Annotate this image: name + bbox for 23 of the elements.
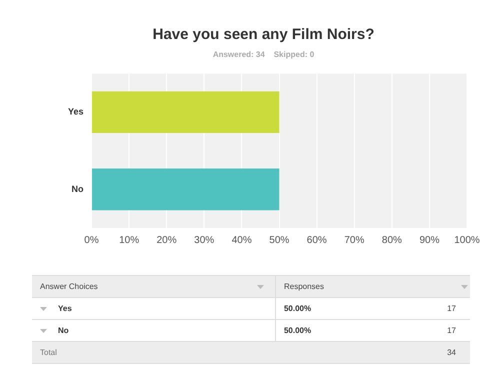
x-tick-label: 50% [269, 234, 290, 246]
text: Answer Choices [40, 282, 98, 291]
chart-title: Have you seen any Film Noirs? [152, 26, 374, 44]
text: Responses [284, 282, 324, 291]
text: Total [40, 348, 57, 357]
x-tick-label: 70% [344, 234, 364, 246]
category-label: Yes [58, 304, 72, 313]
text: 17 [447, 326, 456, 335]
x-tick-label: 90% [419, 234, 440, 246]
x-tick-label: 30% [194, 234, 214, 246]
x-tick-label: 100% [454, 234, 480, 246]
x-tick-label: 10% [119, 234, 140, 246]
chart-subtitle: Answered: 34 Skipped: 0 [212, 50, 315, 60]
x-tick-label: 40% [232, 234, 252, 246]
x-tick-label: 0% [84, 234, 99, 246]
text: 50.00% [284, 304, 312, 313]
x-tick-label: 80% [382, 234, 402, 246]
text: 50.00% [284, 326, 312, 335]
text: 17 [447, 304, 456, 313]
category-label: No [58, 326, 69, 335]
text: 34 [447, 348, 456, 357]
x-tick-label: 20% [156, 234, 177, 246]
x-tick-label: 60% [306, 234, 327, 246]
